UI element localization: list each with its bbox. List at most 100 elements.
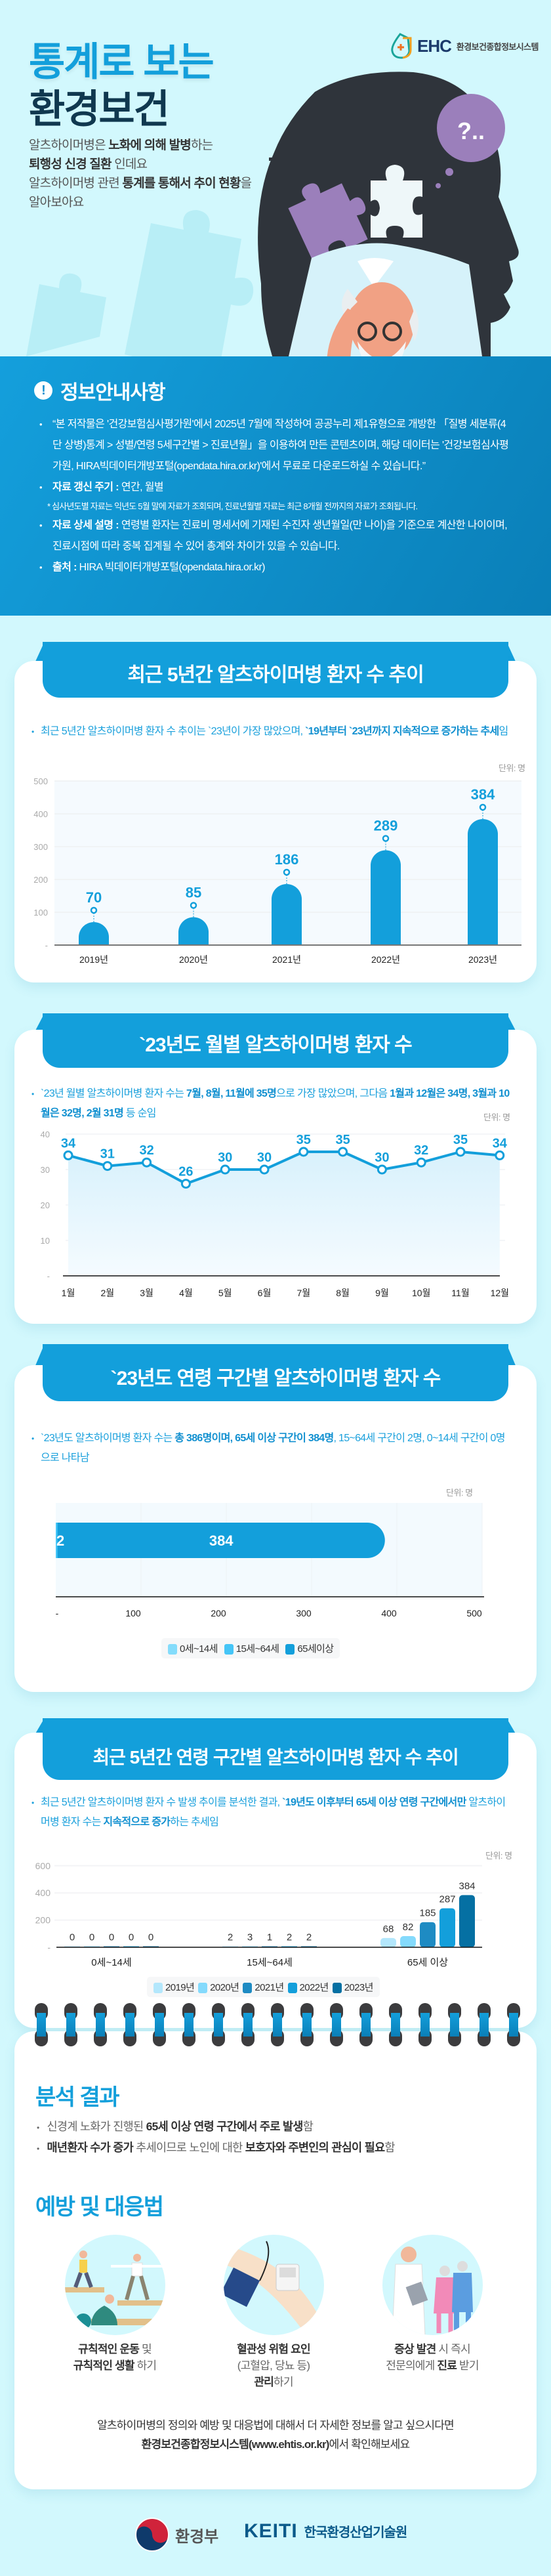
bar-value-label: 0 xyxy=(148,1932,153,1943)
legend-item: 2020년 xyxy=(198,1980,239,1994)
binding-ring xyxy=(359,2003,373,2046)
hero: ?.. 통계로 보는 환경보건 알츠하이머병은 노화에 의해 발병하는 퇴행성 … xyxy=(0,0,551,356)
point-value-label: 30 xyxy=(218,1151,232,1165)
text-segment: 알츠하이머병 환자 수는 xyxy=(41,1797,506,1828)
text-segment: `23년 월별 알츠하이머병 환자 수는 xyxy=(41,1088,187,1099)
y-tick-label: 20 xyxy=(41,1200,50,1210)
y-tick-label: 200 xyxy=(33,875,48,885)
caption-line: 증상 발견 시 즉시 xyxy=(354,2341,511,2357)
binding-ring xyxy=(507,2003,520,2046)
monthly-line-chart: - 10 20 30 40 34 1월 31 2월 32 3월 26 4월 30 5월 30 6월 35 7월 35 8… xyxy=(41,1130,509,1298)
intro-line: 알츠하이머병은 노화에 의해 발병하는 xyxy=(29,135,213,153)
legend-item: 15세~64세 xyxy=(224,1641,279,1655)
yearly-bar-chart: - 100 200 300 400 500 70 2019년 85 2020년 186 2021년 28… xyxy=(33,776,521,965)
bar-value-label: 70 xyxy=(86,889,102,906)
unit-label: 단위: 명 xyxy=(485,1851,512,1861)
unit-label: 단위: 명 xyxy=(499,763,525,773)
x-tick-label: 200 xyxy=(211,1608,226,1618)
glitch-lines xyxy=(269,148,495,305)
binding-ring xyxy=(212,2003,225,2046)
legend-label: 2021년 xyxy=(255,1982,284,1993)
line-point xyxy=(142,1157,152,1168)
y-tick-label: 30 xyxy=(41,1165,50,1175)
emphasis-text: 규칙적인 생활 xyxy=(73,2359,135,2372)
info-item: 자료 갱신 주기 : 연간, 월별 xyxy=(38,477,510,498)
text-segment: 신경계 노화가 진행된 xyxy=(47,2120,146,2133)
y-tick-label: 300 xyxy=(33,842,48,852)
x-tick-label: 7월 xyxy=(296,1288,310,1298)
x-tick-label: 2022년 xyxy=(371,954,400,965)
text-segment: 인데요 xyxy=(111,158,148,171)
point-value-label: 34 xyxy=(493,1136,508,1151)
y-tick-label: 100 xyxy=(33,908,48,918)
bar xyxy=(400,1936,416,1947)
y-tick-label: - xyxy=(47,1271,50,1281)
line-point xyxy=(338,1147,348,1157)
bar-value-label: 289 xyxy=(374,818,398,834)
emphasis-text: 매년환자 수가 증가 xyxy=(47,2141,134,2154)
emphasis-text: 통계를 통해서 추이 현황 xyxy=(122,177,241,190)
x-tick-label: 6월 xyxy=(258,1288,272,1298)
emphasis-text: 퇴행성 신경 질환 xyxy=(29,158,112,171)
analysis-title: 분석 결과 xyxy=(35,2085,120,2110)
info-item: 자료 상세 설명 : 연령별 환자는 진료비 명세서에 기재된 수진자 생년월일… xyxy=(38,515,510,557)
intro-line: 알츠하이머병 관련 통계를 통해서 추이 현황을 xyxy=(29,173,252,191)
ehc-logo: EHC 환경보건종합정보시스템 xyxy=(391,33,539,59)
bar xyxy=(79,922,109,945)
chart-description: 최근 5년간 알츠하이머병 환자 수 발생 추이를 분석한 결과, `19년도 … xyxy=(31,1793,510,1832)
legend-swatch xyxy=(224,1644,234,1655)
section-title-monthly: `23년도 월별 알츠하이머병 환자 수 xyxy=(43,1013,508,1068)
purple-puzzle-icon xyxy=(288,183,368,264)
text-segment: 및 xyxy=(139,2343,152,2355)
chart-description: `23년도 알츠하이머병 환자 수는 총 386명이며, 65세 이상 구간이 … xyxy=(31,1429,510,1468)
bubble-text: ?.. xyxy=(457,117,485,144)
stacked-bar-segment xyxy=(56,1523,58,1558)
section-title-age-trend: 최근 5년간 연령 구간별 알츠하이머병 환자 수 추이 xyxy=(43,1718,508,1780)
keiti-name: 한국환경산업기술원 xyxy=(304,2525,408,2540)
analysis-item: 매년환자 수가 증가 추세이므로 노인에 대한 보호자와 주변인의 관심이 필요… xyxy=(37,2139,396,2155)
text-segment: (고혈압, 당뇨 등) xyxy=(237,2359,310,2372)
point-value-label: 32 xyxy=(414,1143,428,1158)
point-value-label: 35 xyxy=(335,1133,350,1147)
binding-ring xyxy=(94,2003,107,2046)
footer-text: 알츠하이머병의 정의와 예방 및 대응법에 대해서 더 자세한 정보를 알고 싶… xyxy=(97,2419,455,2432)
info-item: “본 저작물은 '건강보험심사평가원'에서 2025년 7월에 작성하여 공공누… xyxy=(38,414,510,477)
line-point xyxy=(416,1157,426,1168)
info-title: ! 정보안내사항 xyxy=(34,376,166,405)
bar-marker xyxy=(479,803,487,811)
emphasis-text: 혈관성 위험 요인 xyxy=(237,2343,311,2355)
bar-value-label: 2 xyxy=(228,1932,233,1943)
emphasis-text: `19년도 이후부터 65세 이상 연령 구간에서만 xyxy=(282,1797,466,1808)
x-tick-label: 4월 xyxy=(179,1288,193,1298)
bar-marker xyxy=(90,906,98,914)
hero-subtitle: 환경보건 xyxy=(29,87,170,131)
logo-mark: EHC xyxy=(417,35,452,56)
text-segment: 하기 xyxy=(134,2359,157,2372)
text-segment: 함 xyxy=(302,2120,314,2133)
legend-label: 2022년 xyxy=(299,1982,329,1993)
stacked-bar-segment xyxy=(57,1523,385,1558)
x-tick-label: 8월 xyxy=(336,1288,350,1298)
age-stacked-bar-chart: - 100 200 300 400 500 2 384 xyxy=(56,1503,484,1618)
legend-label: 2020년 xyxy=(210,1982,239,1993)
y-tick-label: 400 xyxy=(33,809,48,819)
emphasis-text: 진료 xyxy=(437,2359,457,2372)
y-tick-label: 10 xyxy=(41,1236,50,1246)
bar-marker xyxy=(190,902,197,909)
unit-label: 단위: 명 xyxy=(446,1488,473,1498)
binding-ring xyxy=(330,2003,343,2046)
text-segment: 최근 5년간 알츠하이머병 환자 수 추이는 `23년이 가장 많았으며, xyxy=(41,726,306,737)
emphasis-text: 환경보건종합정보시스템(www.ehtis.or.kr) xyxy=(141,2438,330,2451)
x-tick-label: 2019년 xyxy=(79,954,108,965)
bar-value-label: 384 xyxy=(459,1881,475,1892)
prevention-caption: 증상 발견 시 즉시 전문의에게 진료 받기 xyxy=(354,2341,511,2374)
text-segment: 임 xyxy=(499,726,509,737)
section-title-age: `23년도 연령 구간별 알츠하이머병 환자 수 xyxy=(43,1344,508,1401)
point-value-label: 34 xyxy=(61,1136,76,1151)
bar-value-label: 0 xyxy=(129,1932,134,1943)
emphasis-text: 관리 xyxy=(254,2376,274,2388)
binding-ring xyxy=(300,2003,314,2046)
emphasis-text: 자료 상세 설명 : xyxy=(52,520,119,531)
info-title-text: 정보안내사항 xyxy=(60,382,166,404)
x-tick-label: 9월 xyxy=(375,1288,389,1298)
